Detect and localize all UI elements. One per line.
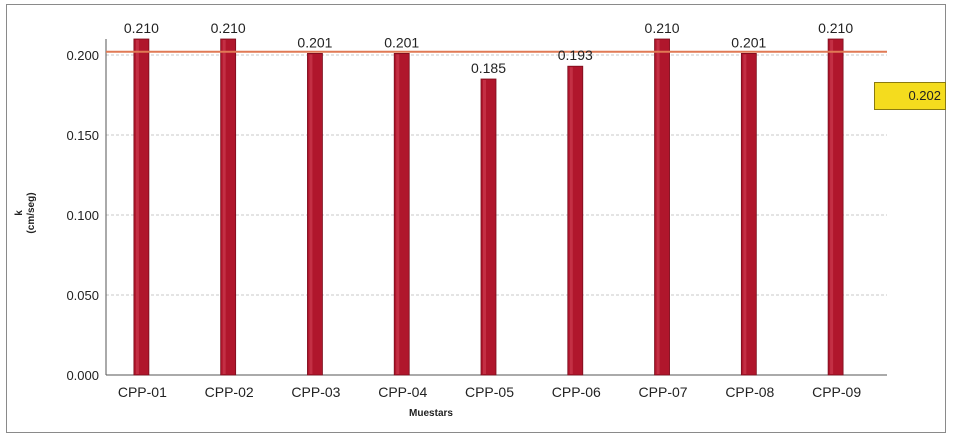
- y-axis-title: k: [14, 210, 25, 216]
- bar-highlight: [569, 67, 573, 374]
- grid-lines: [105, 39, 887, 376]
- x-tick-label: CPP-09: [812, 384, 861, 400]
- y-tick-label: 0.150: [66, 128, 99, 143]
- data-label: 0.210: [124, 20, 159, 36]
- bar-highlight: [656, 40, 660, 374]
- y-tick-label: 0.200: [66, 48, 99, 63]
- data-label: 0.201: [384, 34, 419, 50]
- bars: [133, 38, 844, 376]
- data-label: 0.201: [297, 34, 332, 50]
- x-tick-label: CPP-07: [639, 384, 688, 400]
- x-tick-label: CPP-03: [291, 384, 340, 400]
- bar-highlight: [135, 40, 139, 374]
- bar-highlight: [830, 40, 834, 374]
- chart-frame: 0.000 0.050 0.100 0.150 0.200 0.210 CPP-01 0.21…: [6, 4, 946, 433]
- data-label: 0.210: [818, 20, 853, 36]
- data-label: 0.210: [211, 20, 246, 36]
- y-axis-unit: (cm/seg): [26, 192, 37, 233]
- bar-highlight: [483, 80, 486, 374]
- bar-highlight: [396, 54, 400, 375]
- bar-highlight: [222, 40, 226, 374]
- bar-highlight: [309, 54, 313, 375]
- data-label: 0.185: [471, 60, 506, 76]
- labels: 0.000 0.050 0.100 0.150 0.200 0.210 CPP-01 0.21…: [66, 20, 861, 400]
- y-tick-label: 0.100: [66, 208, 99, 223]
- x-tick-label: CPP-01: [118, 384, 167, 400]
- x-axis-title: Muestars: [409, 408, 453, 419]
- y-tick-label: 0.050: [66, 288, 99, 303]
- data-label: 0.201: [731, 34, 766, 50]
- average-value-badge: 0.202: [874, 82, 946, 110]
- bar-chart: 0.000 0.050 0.100 0.150 0.200 0.210 CPP-01 0.21…: [14, 20, 887, 419]
- x-tick-label: CPP-02: [205, 384, 254, 400]
- x-tick-label: CPP-05: [465, 384, 514, 400]
- x-tick-label: CPP-08: [725, 384, 774, 400]
- x-tick-label: CPP-06: [552, 384, 601, 400]
- data-label: 0.210: [645, 20, 680, 36]
- x-tick-label: CPP-04: [378, 384, 427, 400]
- data-label: 0.193: [558, 47, 593, 63]
- bar-highlight: [743, 54, 747, 375]
- y-tick-label: 0.000: [66, 368, 99, 383]
